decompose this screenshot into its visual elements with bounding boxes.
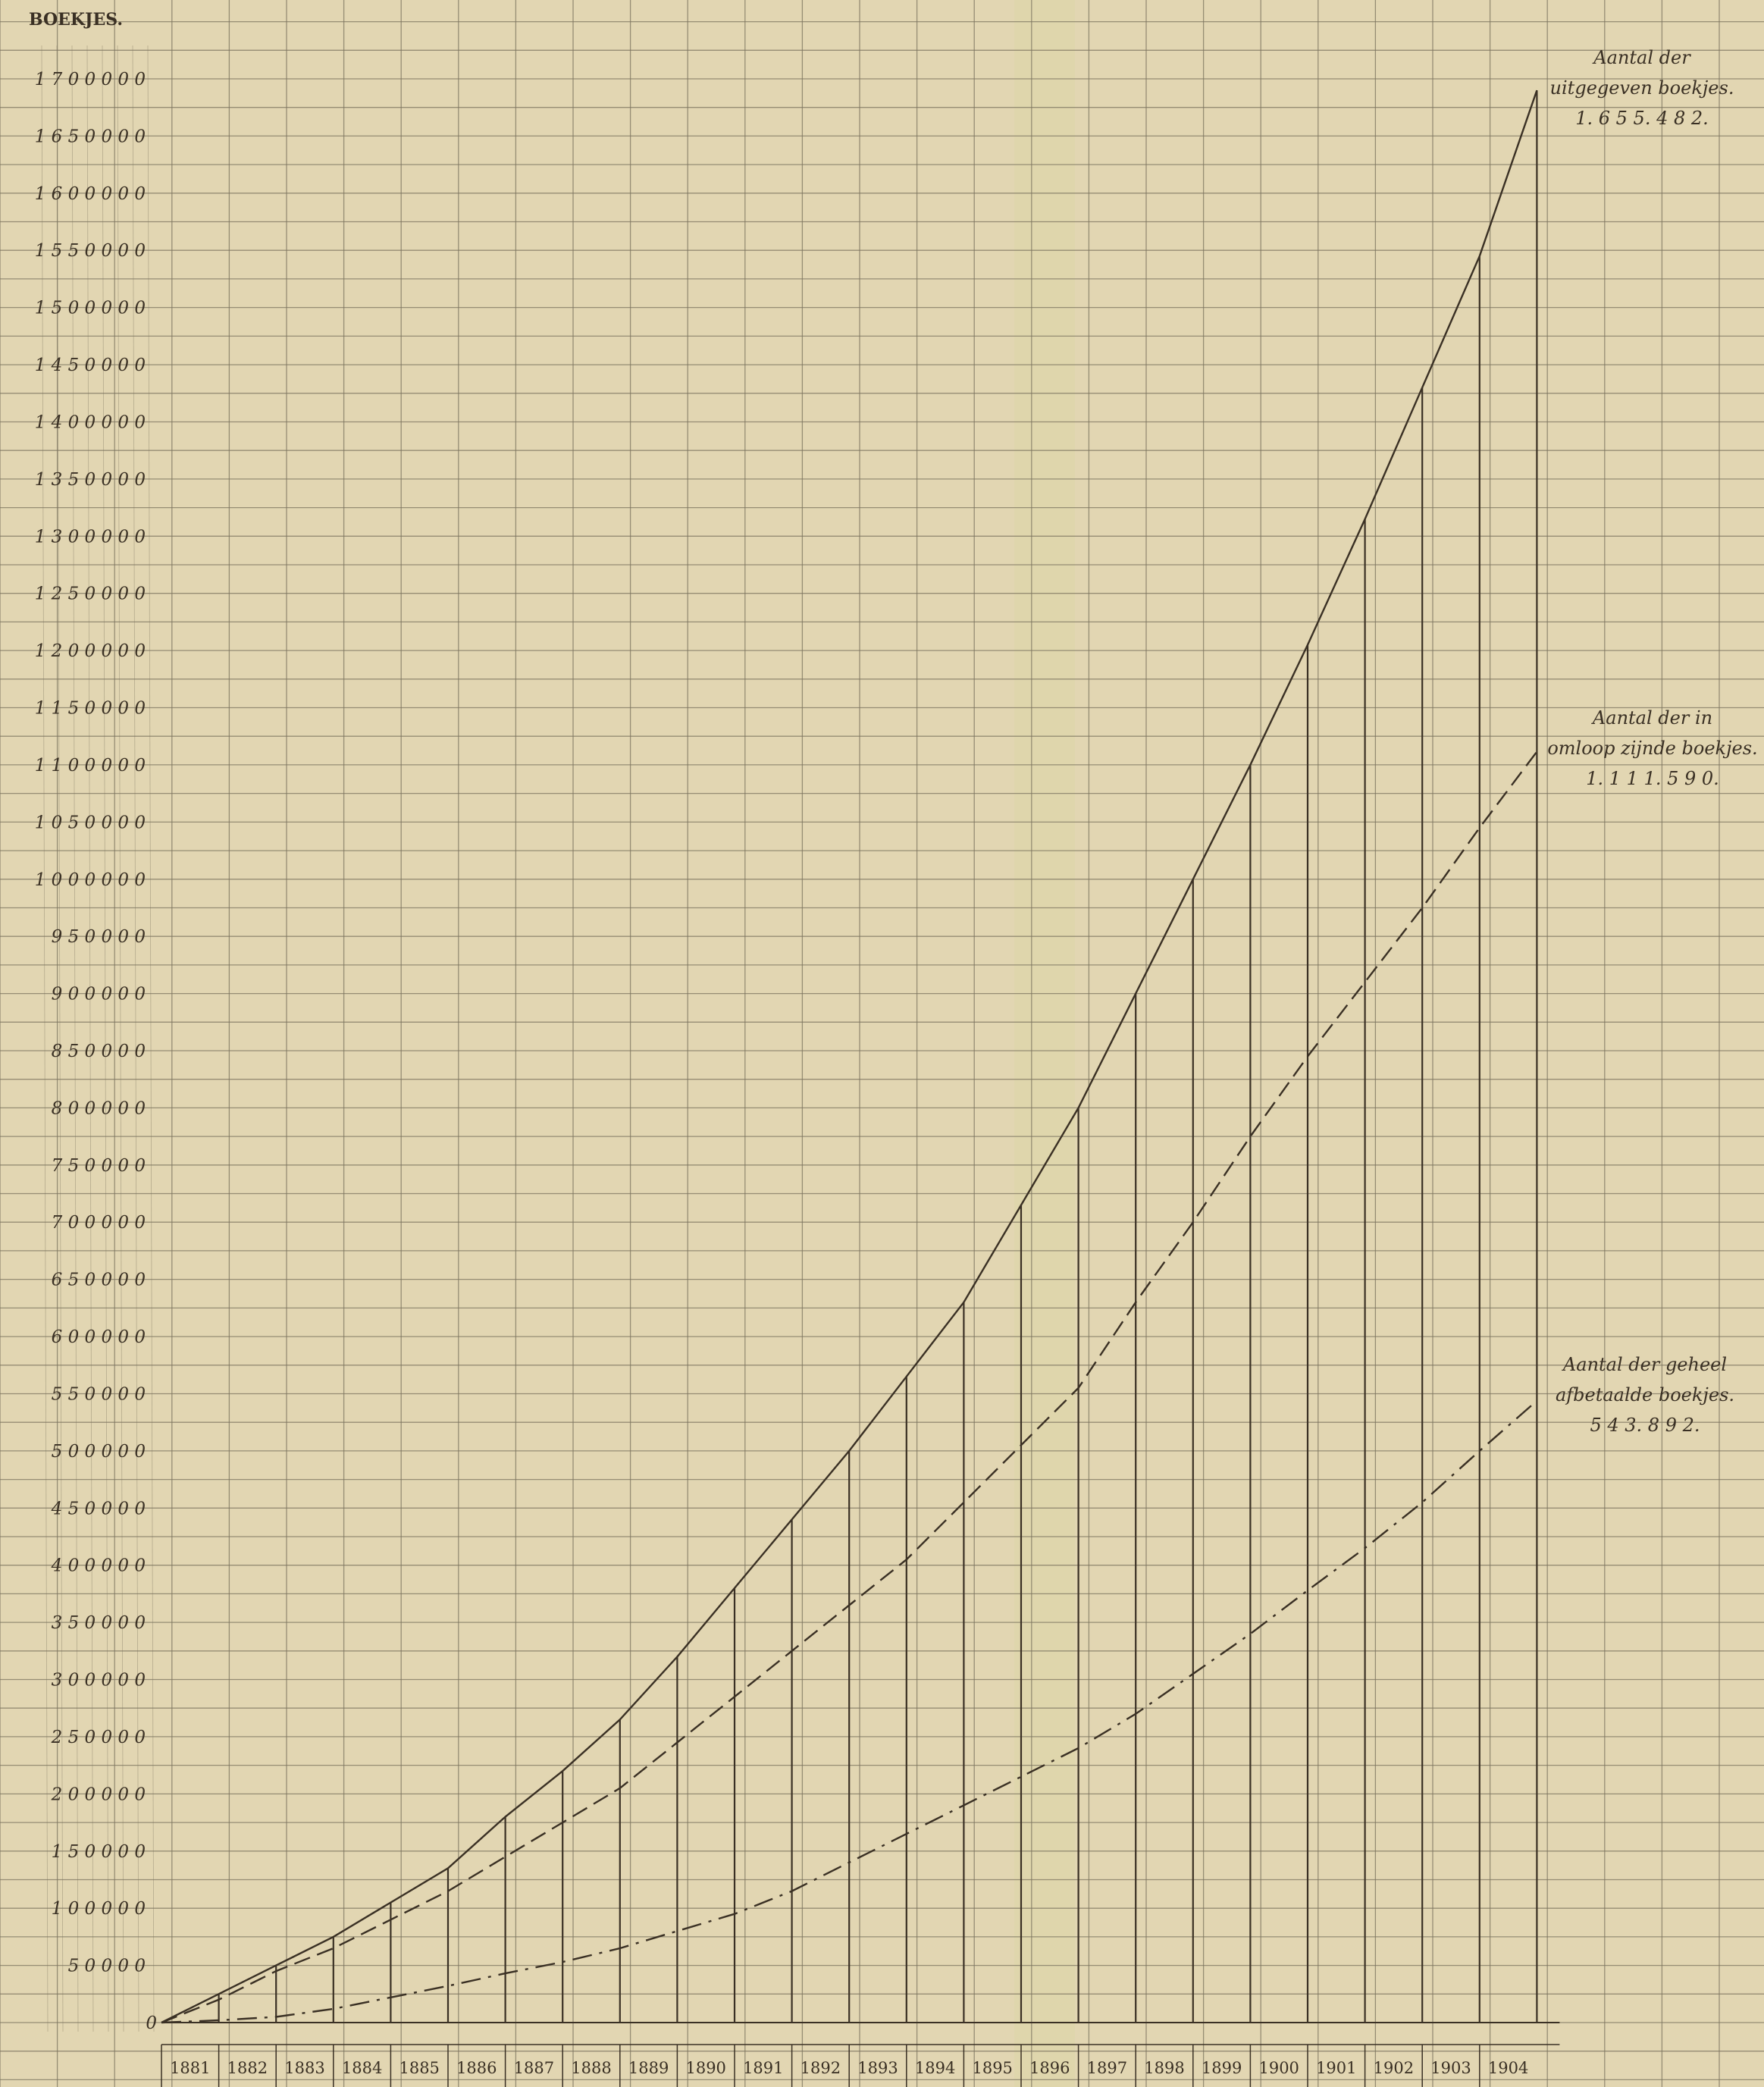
x-tick-label: 1889 xyxy=(628,2059,669,2077)
annotation-line: afbetaalde boekjes. xyxy=(1556,1384,1734,1405)
x-tick-label: 1901 xyxy=(1316,2059,1356,2077)
y-tick-label: 8 0 0 0 0 0 xyxy=(52,1098,146,1118)
y-tick-label: 1 1 0 0 0 0 0 xyxy=(35,756,146,776)
x-tick-label: 1883 xyxy=(284,2059,324,2077)
y-tick-label: 1 3 0 0 0 0 0 xyxy=(35,527,146,547)
y-tick-label: 1 0 0 0 0 0 xyxy=(52,1899,146,1919)
y-tick-label: 0 xyxy=(146,2013,157,2033)
x-tick-label: 1886 xyxy=(456,2059,497,2077)
y-tick-label: 9 5 0 0 0 0 xyxy=(52,927,146,947)
y-tick-label: 6 0 0 0 0 0 xyxy=(52,1327,146,1347)
y-tick-label: 1 5 5 0 0 0 0 xyxy=(35,241,146,261)
y-tick-label: 5 0 0 0 0 xyxy=(68,1957,146,1976)
y-tick-label: 5 5 0 0 0 0 xyxy=(52,1385,146,1405)
y-tick-label: 6 5 0 0 0 0 xyxy=(52,1271,146,1290)
label-column-line xyxy=(86,45,94,2032)
x-tick-label: 1892 xyxy=(801,2059,841,2077)
x-tick-label: 1884 xyxy=(342,2059,382,2077)
y-tick-label: 1 1 5 0 0 0 0 xyxy=(35,699,146,719)
y-tick-label: 1 4 5 0 0 0 0 xyxy=(35,356,146,375)
y-tick-label: 4 0 0 0 0 0 xyxy=(51,1556,146,1576)
x-tick-label: 1896 xyxy=(1029,2059,1070,2077)
x-tick-label: 1898 xyxy=(1144,2059,1184,2077)
y-tick-label: 1 0 0 0 0 0 0 xyxy=(35,870,146,890)
y-tick-label: 1 2 0 0 0 0 0 xyxy=(35,641,146,661)
x-tick-label: 1900 xyxy=(1258,2059,1299,2077)
y-tick-label: 1 2 5 0 0 0 0 xyxy=(35,584,146,604)
label-column-line xyxy=(41,45,49,2032)
x-tick-label: 1895 xyxy=(972,2059,1012,2077)
x-tick-label: 1899 xyxy=(1202,2059,1242,2077)
y-tick-label: 3 5 0 0 0 0 xyxy=(52,1613,146,1633)
y-tick-label: 8 5 0 0 0 0 xyxy=(52,1042,146,1061)
x-tick-label: 1903 xyxy=(1430,2059,1471,2077)
y-tick-label: 1 6 0 0 0 0 0 xyxy=(35,184,146,204)
y-tick-label: 1 3 5 0 0 0 0 xyxy=(35,470,146,490)
y-tick-label: 9 0 0 0 0 0 xyxy=(52,985,146,1004)
annotation-line: 1. 6 5 5. 4 8 2. xyxy=(1575,108,1709,129)
label-column-line xyxy=(71,45,79,2032)
y-tick-label: 1 5 0 0 0 0 xyxy=(52,1842,146,1862)
y-axis-label: BOEKJES. xyxy=(29,10,123,30)
x-tick-label: 1881 xyxy=(170,2059,210,2077)
y-tick-label: 2 5 0 0 0 0 xyxy=(51,1728,146,1747)
x-axis-ticks: 1881 1882 1883 1884 1885 1886 1887 1888 1889 1890… xyxy=(161,2044,1560,2087)
x-tick-label: 1904 xyxy=(1488,2059,1528,2077)
y-axis-ticks: 1 7 0 0 0 0 0 1 6 5 0 0 0 0 1 6 0 0 0 0 0 1… xyxy=(35,70,157,2033)
y-tick-label: 5 0 0 0 0 0 xyxy=(52,1442,146,1462)
label-column-line xyxy=(102,45,109,2032)
annotation-line: 1. 1 1 1. 5 9 0. xyxy=(1586,768,1719,789)
annotation-line: Aantal der in xyxy=(1591,707,1712,729)
x-tick-label: 1891 xyxy=(743,2059,783,2077)
year-verticals xyxy=(218,90,1538,2023)
series-group xyxy=(161,89,1538,2024)
y-tick-label: 1 6 5 0 0 0 0 xyxy=(35,127,146,146)
x-tick-label: 1894 xyxy=(915,2059,955,2077)
y-tick-label: 1 5 0 0 0 0 0 xyxy=(35,299,146,318)
x-tick-label: 1893 xyxy=(857,2059,898,2077)
y-tick-label: 3 0 0 0 0 0 xyxy=(52,1671,146,1691)
x-tick-label: 1887 xyxy=(514,2059,554,2077)
x-tick-label: 1890 xyxy=(685,2059,725,2077)
x-tick-label: 1882 xyxy=(227,2059,268,2077)
label-column-line xyxy=(132,45,139,2032)
annotation-line: 5 4 3. 8 9 2. xyxy=(1590,1415,1700,1436)
annotations: Aantal der uitgegeven boekjes. 1. 6 5 5. 4… xyxy=(1547,47,1757,1436)
annotation-line: uitgegeven boekjes. xyxy=(1550,77,1734,99)
y-tick-label: 7 5 0 0 0 0 xyxy=(52,1156,146,1176)
y-tick-label: 4 5 0 0 0 0 xyxy=(51,1499,146,1518)
y-tick-label: 7 0 0 0 0 0 xyxy=(52,1213,146,1233)
annotation-line: omloop zijnde boekjes. xyxy=(1547,738,1757,759)
paper-fold-strip xyxy=(1014,0,1075,2087)
y-tick-label: 2 0 0 0 0 0 xyxy=(51,1785,146,1804)
x-tick-label: 1902 xyxy=(1374,2059,1414,2077)
label-column-line xyxy=(56,45,64,2032)
annotation-line: Aantal der geheel xyxy=(1562,1354,1727,1375)
x-tick-label: 1897 xyxy=(1087,2059,1127,2077)
x-tick-label: 1885 xyxy=(399,2059,439,2077)
y-tick-label: 1 0 5 0 0 0 0 xyxy=(35,813,146,832)
annotation-line: Aantal der xyxy=(1592,47,1691,68)
label-column-line xyxy=(117,45,124,2032)
x-tick-label: 1888 xyxy=(571,2059,611,2077)
label-column-line xyxy=(147,45,155,2032)
y-tick-label: 1 4 0 0 0 0 0 xyxy=(35,413,146,433)
y-tick-label: 1 7 0 0 0 0 0 xyxy=(35,70,146,89)
